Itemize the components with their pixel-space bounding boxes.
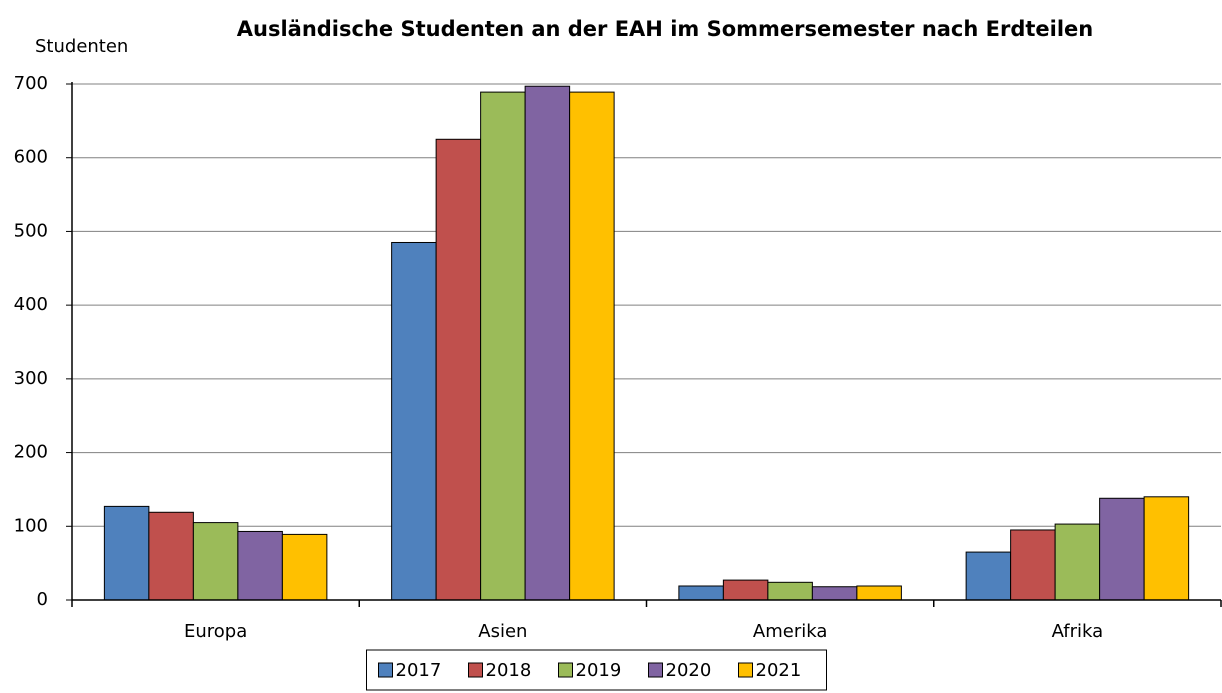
bar xyxy=(1054,523,1101,601)
legend-swatch xyxy=(738,662,753,678)
legend-label: 2017 xyxy=(396,660,442,681)
y-tick-label: 200 xyxy=(14,442,48,463)
bar xyxy=(1143,496,1190,601)
bar xyxy=(722,579,769,601)
legend-label: 2021 xyxy=(756,660,802,681)
y-tick-label: 600 xyxy=(14,147,48,168)
bar xyxy=(1010,529,1056,601)
legend-label: 2018 xyxy=(486,660,532,681)
x-tick-label: Europa xyxy=(184,621,247,642)
x-tick-label: Afrika xyxy=(1052,621,1104,642)
y-tick-label: 300 xyxy=(14,368,48,389)
chart-title: Ausländische Studenten an der EAH im Som… xyxy=(237,17,1094,41)
bar xyxy=(767,581,813,601)
legend-swatch xyxy=(378,662,393,678)
legend-swatch xyxy=(558,662,573,678)
y-axis-label: Studenten xyxy=(35,36,128,57)
y-tick-label: 500 xyxy=(14,220,48,241)
bar xyxy=(237,530,283,601)
legend-label: 2019 xyxy=(576,660,622,681)
x-tick-label: Amerika xyxy=(753,621,827,642)
bar xyxy=(524,85,571,601)
bar xyxy=(1099,497,1145,601)
bar xyxy=(480,91,526,601)
x-tick-label: Asien xyxy=(478,621,527,642)
bar xyxy=(391,241,437,601)
y-tick-label: 0 xyxy=(37,589,48,610)
bar xyxy=(103,505,150,601)
bar xyxy=(192,522,239,601)
bar xyxy=(856,585,902,601)
bar xyxy=(965,551,1012,601)
y-tick-label: 400 xyxy=(14,294,48,315)
bar xyxy=(569,91,615,601)
bar xyxy=(281,533,328,601)
y-tick-label: 700 xyxy=(14,73,48,94)
legend-swatch xyxy=(648,662,663,678)
bar xyxy=(148,511,194,601)
bar xyxy=(811,586,858,601)
bar xyxy=(435,138,482,601)
bar xyxy=(678,585,724,601)
legend-label: 2020 xyxy=(666,660,712,681)
y-tick-label: 100 xyxy=(14,515,48,536)
legend-swatch xyxy=(468,662,483,678)
